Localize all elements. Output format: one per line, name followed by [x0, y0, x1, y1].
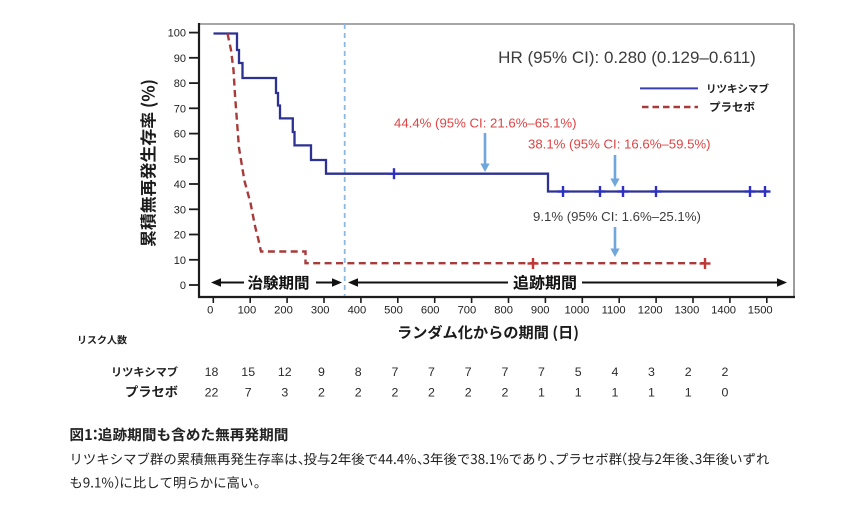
svg-text:9: 9 — [318, 365, 325, 379]
svg-text:7: 7 — [245, 386, 252, 400]
svg-text:1200: 1200 — [638, 305, 663, 317]
svg-text:7: 7 — [501, 365, 508, 379]
svg-text:0: 0 — [207, 305, 213, 317]
svg-text:0: 0 — [721, 386, 728, 400]
svg-text:800: 800 — [494, 305, 513, 317]
svg-text:1500: 1500 — [748, 305, 773, 317]
svg-text:38.1% (95% CI: 16.6%–59.5%): 38.1% (95% CI: 16.6%–59.5%) — [528, 137, 711, 152]
svg-text:2: 2 — [501, 386, 508, 400]
svg-text:3: 3 — [648, 365, 655, 379]
svg-text:200: 200 — [274, 305, 293, 317]
svg-text:1: 1 — [575, 386, 582, 400]
svg-text:10: 10 — [174, 255, 186, 267]
svg-text:2: 2 — [355, 386, 362, 400]
svg-text:3: 3 — [281, 386, 288, 400]
svg-text:100: 100 — [238, 305, 257, 317]
svg-text:2: 2 — [318, 386, 325, 400]
svg-text:1400: 1400 — [711, 305, 736, 317]
svg-text:7: 7 — [465, 365, 472, 379]
svg-text:1: 1 — [538, 386, 545, 400]
svg-text:90: 90 — [174, 53, 186, 65]
svg-text:70: 70 — [174, 103, 186, 115]
svg-text:7: 7 — [391, 365, 398, 379]
svg-text:2: 2 — [465, 386, 472, 400]
svg-text:900: 900 — [531, 305, 550, 317]
svg-text:2: 2 — [428, 386, 435, 400]
svg-text:20: 20 — [174, 230, 186, 242]
svg-text:1300: 1300 — [674, 305, 699, 317]
svg-text:60: 60 — [174, 129, 186, 141]
svg-text:18: 18 — [205, 365, 219, 379]
svg-text:500: 500 — [384, 305, 403, 317]
svg-text:2: 2 — [391, 386, 398, 400]
svg-text:5: 5 — [575, 365, 582, 379]
svg-text:8: 8 — [355, 365, 362, 379]
svg-text:300: 300 — [311, 305, 330, 317]
svg-text:4: 4 — [611, 365, 618, 379]
svg-text:600: 600 — [421, 305, 440, 317]
svg-text:1000: 1000 — [564, 305, 589, 317]
svg-text:30: 30 — [174, 204, 186, 216]
svg-text:7: 7 — [428, 365, 435, 379]
svg-text:400: 400 — [348, 305, 367, 317]
svg-text:2: 2 — [721, 365, 728, 379]
svg-text:700: 700 — [458, 305, 477, 317]
svg-text:15: 15 — [241, 365, 255, 379]
svg-text:1100: 1100 — [602, 305, 626, 317]
svg-text:40: 40 — [174, 179, 186, 191]
svg-text:7: 7 — [538, 365, 545, 379]
svg-text:2: 2 — [685, 365, 692, 379]
svg-text:1: 1 — [611, 386, 618, 400]
svg-text:1: 1 — [648, 386, 655, 400]
svg-text:22: 22 — [205, 386, 219, 400]
svg-text:12: 12 — [278, 365, 292, 379]
svg-text:44.4% (95% CI: 21.6%–65.1%): 44.4% (95% CI: 21.6%–65.1%) — [394, 116, 577, 131]
svg-text:50: 50 — [174, 154, 186, 166]
svg-text:100: 100 — [168, 28, 186, 40]
svg-text:1: 1 — [685, 386, 692, 400]
svg-text:9.1% (95% CI: 1.6%–25.1%): 9.1% (95% CI: 1.6%–25.1%) — [533, 209, 701, 224]
svg-text:80: 80 — [174, 78, 186, 90]
svg-text:0: 0 — [180, 280, 186, 292]
svg-text:HR (95% CI): 0.280 (0.129–0.61: HR (95% CI): 0.280 (0.129–0.611) — [498, 48, 756, 67]
